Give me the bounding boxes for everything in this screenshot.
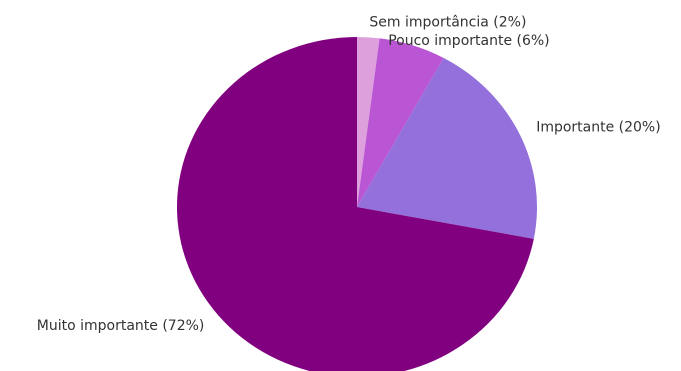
labels-layer: Sem importância (2%) Pouco importante (6%…: [37, 14, 661, 334]
slice-label-1: Pouco importante (6%): [388, 33, 549, 49]
pie-slice-3: [177, 37, 534, 371]
slice-label-2: Importante (20%): [536, 119, 661, 135]
slice-label-3: Muito importante (72%): [37, 318, 205, 334]
slices-layer: [177, 37, 537, 371]
pie-slice-0: [357, 37, 380, 207]
pie-slice-1: [357, 38, 444, 208]
pie-slice-2: [357, 58, 537, 239]
slice-label-0: Sem importância (2%): [369, 14, 526, 30]
